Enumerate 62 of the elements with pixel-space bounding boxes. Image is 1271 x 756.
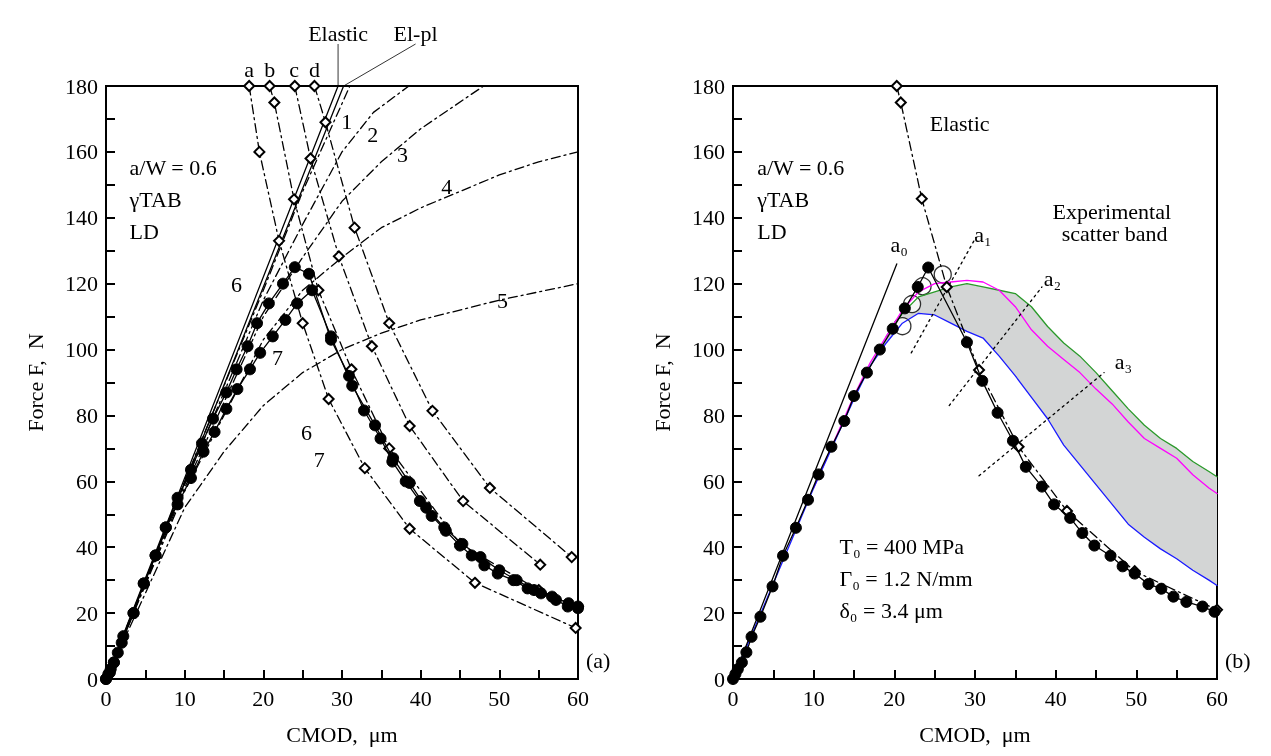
- annotation: a₃: [1114, 348, 1133, 374]
- y-tick-label: 40: [703, 534, 725, 560]
- text: (a): [586, 647, 611, 673]
- annotation: 6: [301, 420, 313, 446]
- y-tick-label: 40: [76, 534, 98, 560]
- y-tick-label: 100: [65, 337, 98, 363]
- annotation: 5: [496, 287, 508, 313]
- y-tick-label: 20: [703, 600, 725, 626]
- y-tick-label: 120: [692, 271, 725, 297]
- annotation: a₀: [890, 231, 908, 257]
- x-tick-label: 60: [1206, 685, 1228, 711]
- y-tick-label: 80: [703, 402, 725, 428]
- y-tick-label: 180: [692, 73, 725, 99]
- y-tick-label: 60: [76, 468, 98, 494]
- annotation: 4: [441, 173, 453, 199]
- annotation: a/W = 0.6 γTAB LD: [756, 154, 845, 244]
- annotation: Experimental scatter band: [1052, 199, 1177, 247]
- annotation: 7: [313, 447, 325, 473]
- y-tick-label: 0: [714, 666, 725, 692]
- y-axis-title: Force F, N: [22, 333, 48, 432]
- x-tick-label: 40: [409, 685, 432, 711]
- annotation: Elastic: [929, 110, 990, 136]
- annotation: El-pl: [393, 20, 438, 46]
- annotation: b: [264, 56, 276, 82]
- y-tick-label: 60: [703, 468, 725, 494]
- annotation: T₀ = 400 MPa Γ₀ = 1.2 N/mm δ₀ = 3.4 μm: [839, 534, 973, 624]
- annotation: 1: [341, 108, 353, 134]
- x-tick-label: 10: [802, 685, 825, 711]
- y-tick-label: 80: [76, 402, 98, 428]
- x-tick-label: 20: [252, 685, 275, 711]
- annotation: a/W = 0.6 γTAB LD: [128, 154, 217, 244]
- annotation: a₁: [974, 221, 992, 247]
- annotation: a₂: [1043, 266, 1062, 292]
- x-axis-title: CMOD, μm: [286, 721, 398, 747]
- y-tick-label: 140: [692, 205, 725, 231]
- annotation: Elastic: [308, 20, 369, 46]
- x-tick-label: 50: [1125, 685, 1148, 711]
- y-tick-label: 0: [87, 666, 98, 692]
- y-tick-label: 160: [692, 139, 725, 165]
- y-tick-label: 140: [65, 205, 98, 231]
- x-tick-label: 20: [883, 685, 906, 711]
- y-axis-title: Force F, N: [649, 333, 675, 432]
- text: (b): [1225, 647, 1251, 673]
- x-axis-title: CMOD, μm: [919, 721, 1031, 747]
- y-tick-label: 100: [692, 337, 725, 363]
- x-tick-label: 40: [1044, 685, 1067, 711]
- annotation: 6: [231, 271, 243, 297]
- annotation: 2: [367, 121, 379, 147]
- annotation: 3: [397, 141, 409, 167]
- x-tick-label: 10: [173, 685, 196, 711]
- x-tick-label: 50: [488, 685, 511, 711]
- annotation: a: [244, 56, 255, 82]
- y-tick-label: 20: [76, 600, 98, 626]
- y-tick-label: 120: [65, 271, 98, 297]
- x-tick-label: 60: [567, 685, 589, 711]
- x-tick-label: 30: [964, 685, 986, 711]
- annotation: d: [308, 56, 320, 82]
- y-tick-label: 180: [65, 73, 98, 99]
- annotation: 7: [271, 344, 283, 370]
- x-tick-label: 30: [331, 685, 353, 711]
- y-tick-label: 160: [65, 139, 98, 165]
- annotation: c: [289, 56, 300, 82]
